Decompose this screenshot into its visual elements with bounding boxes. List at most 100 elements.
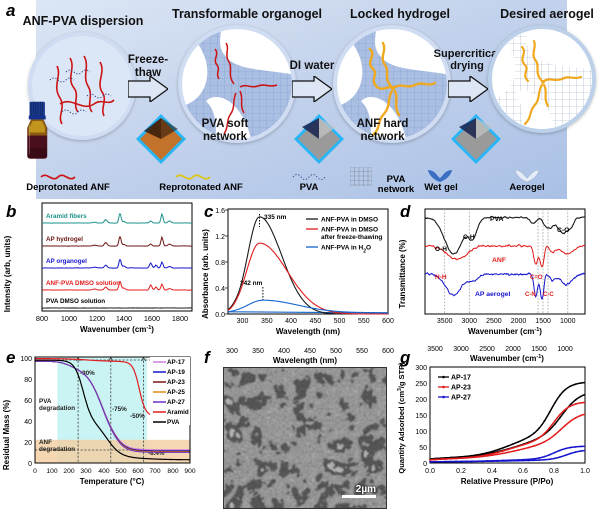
svg-text:degradation: degradation [39,405,75,412]
svg-text:600: 600 [382,318,394,325]
svg-text:Intensity (arb, units): Intensity (arb, units) [3,235,12,312]
svg-text:400: 400 [278,348,290,355]
svg-text:350: 350 [252,348,264,355]
svg-text:PVA: PVA [39,398,52,405]
svg-text:500: 500 [330,348,342,355]
svg-text:550: 550 [356,348,368,355]
svg-text:350: 350 [261,318,273,325]
svg-text:0: 0 [33,468,37,475]
svg-text:2000: 2000 [505,346,521,353]
svg-text:ANF-PVA DMSO solution: ANF-PVA DMSO solution [46,280,120,287]
svg-text:2500: 2500 [486,318,502,325]
svg-text:C-C: C-C [543,292,554,298]
svg-text:0.0: 0.0 [215,312,225,319]
svg-text:600: 600 [382,348,394,355]
svg-text:150: 150 [415,413,427,420]
svg-text:PVA DMSO solution: PVA DMSO solution [46,298,105,305]
svg-text:450: 450 [309,318,321,325]
svg-text:PVA: PVA [490,216,504,223]
svg-text:AP aerogel: AP aerogel [475,291,510,298]
svg-text:C-H: C-H [463,234,475,241]
svg-text:3000: 3000 [453,346,469,353]
svg-text:800: 800 [167,468,178,475]
svg-text:40: 40 [24,419,32,426]
svg-text:after freeze-thawing: after freeze-thawing [321,234,382,241]
svg-text:0.0: 0.0 [425,468,435,475]
svg-text:1.6: 1.6 [215,208,225,215]
svg-text:1200: 1200 [89,314,105,323]
svg-text:Transmittance (%): Transmittance (%) [398,239,407,308]
svg-text:Wavenumber (cm-1): Wavenumber (cm-1) [470,354,544,363]
svg-text:0: 0 [28,461,32,468]
svg-text:2500: 2500 [479,346,495,353]
svg-text:degradation: degradation [39,446,75,453]
svg-text:1400: 1400 [116,314,132,323]
svg-text:Wavenumber (cm-1): Wavenumber (cm-1) [468,327,542,336]
svg-text:700: 700 [149,468,160,475]
svg-text:200: 200 [415,397,427,404]
svg-text:Residual Mass (%): Residual Mass (%) [2,400,11,471]
svg-text:0: 0 [423,461,427,468]
svg-text:550: 550 [358,318,370,325]
svg-text:C=O: C=O [530,275,543,281]
svg-text:500: 500 [115,468,126,475]
svg-text:80: 80 [24,377,32,384]
svg-text:O-H: O-H [435,246,447,253]
svg-text:500: 500 [334,318,346,325]
svg-text:335 nm: 335 nm [264,214,287,221]
svg-text:200: 200 [63,468,74,475]
svg-text:0.4: 0.4 [215,286,225,293]
svg-text:1800: 1800 [172,314,188,323]
svg-text:0.8: 0.8 [549,468,559,475]
svg-text:AP-23: AP-23 [451,385,471,392]
svg-text:100: 100 [20,356,32,363]
svg-text:50: 50 [419,445,427,452]
svg-text:400: 400 [98,468,109,475]
svg-text:Aramid fibers: Aramid fibers [46,213,87,220]
svg-text:100: 100 [46,468,57,475]
svg-text:300: 300 [415,365,427,372]
svg-text:AP-19: AP-19 [167,369,185,376]
svg-text:Absorbance (arb. units): Absorbance (arb. units) [201,229,210,319]
svg-text:0.6: 0.6 [518,468,528,475]
svg-text:Temperature (°C): Temperature (°C) [80,477,145,486]
svg-text:AP-17: AP-17 [451,375,471,382]
svg-text:-50%: -50% [130,413,145,420]
svg-text:20: 20 [24,440,32,447]
svg-text:ANF: ANF [39,439,52,446]
svg-text:1.2: 1.2 [215,234,225,241]
svg-text:Quantity Adsorbed (cm3/g STP): Quantity Adsorbed (cm3/g STP) [397,362,406,474]
svg-text:2000: 2000 [511,318,527,325]
svg-text:800: 800 [36,314,48,323]
svg-text:Wavelength (nm): Wavelength (nm) [276,327,340,336]
svg-text:3500: 3500 [437,318,453,325]
svg-text:600: 600 [132,468,143,475]
svg-text:0.4: 0.4 [487,468,497,475]
svg-text:-75%: -75% [112,406,127,413]
svg-text:N-H: N-H [435,274,447,281]
svg-text:400: 400 [285,318,297,325]
svg-text:ANF: ANF [492,257,506,264]
svg-text:1000: 1000 [557,346,573,353]
svg-text:1000: 1000 [61,314,77,323]
svg-text:100: 100 [415,429,427,436]
svg-text:AP-27: AP-27 [451,395,471,402]
svg-text:3000: 3000 [462,318,478,325]
svg-text:1600: 1600 [144,314,160,323]
svg-text:-90%: -90% [80,370,95,377]
svg-text:0.2: 0.2 [456,468,466,475]
svg-text:300: 300 [80,468,91,475]
svg-text:Wavelength (nm): Wavelength (nm) [273,356,337,365]
svg-text:AP hydrogel: AP hydrogel [46,236,83,243]
svg-text:AP-27: AP-27 [167,399,185,406]
svg-text:Wavenumber (cm-1): Wavenumber (cm-1) [80,325,154,334]
svg-text:Relative Pressure (P/Po): Relative Pressure (P/Po) [461,477,554,486]
svg-text:1000: 1000 [560,318,576,325]
svg-text:AP-25: AP-25 [167,389,185,396]
svg-text:3500: 3500 [427,346,443,353]
svg-text:300: 300 [226,348,238,355]
svg-text:1500: 1500 [535,318,551,325]
svg-text:1500: 1500 [531,346,547,353]
svg-text:AP-17: AP-17 [167,359,185,366]
svg-text:250: 250 [415,381,427,388]
